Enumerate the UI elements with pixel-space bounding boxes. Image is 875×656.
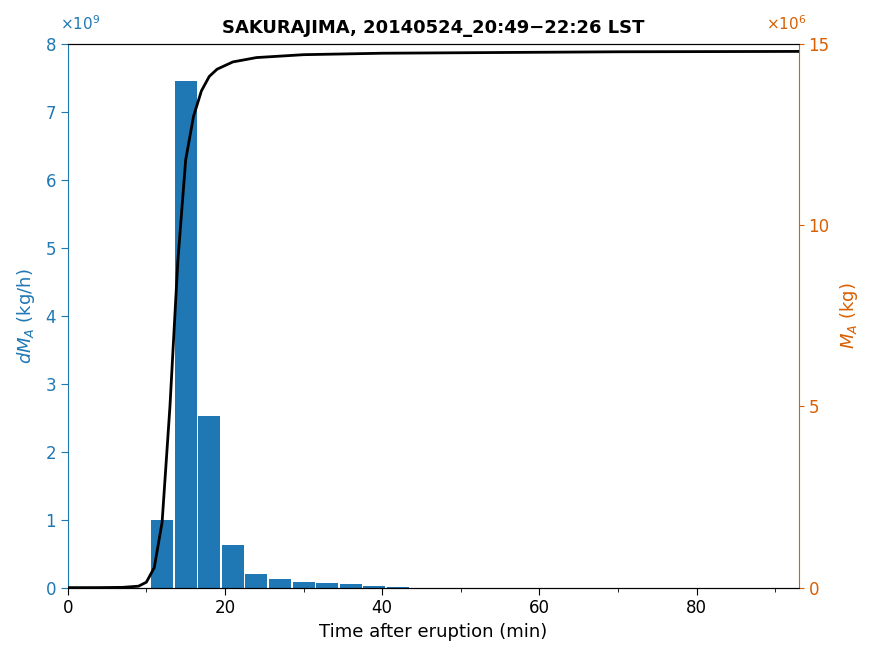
Bar [387,586,409,588]
Title: SAKURAJIMA, 20140524_20:49−22:26 LST: SAKURAJIMA, 20140524_20:49−22:26 LST [222,18,645,37]
Bar [175,81,197,588]
Bar [222,546,244,588]
X-axis label: Time after eruption (min): Time after eruption (min) [319,623,548,641]
Y-axis label: $dM_A$ (kg/h): $dM_A$ (kg/h) [15,268,37,363]
Bar [363,586,385,588]
Text: $\times10^6$: $\times10^6$ [766,14,806,33]
Bar [269,579,291,588]
Bar [292,581,315,588]
Bar [340,584,361,588]
Bar [316,583,338,588]
Bar [199,417,220,588]
Y-axis label: $M_A$ (kg): $M_A$ (kg) [838,282,860,349]
Bar [245,574,268,588]
Bar [151,520,173,588]
Text: $\times10^9$: $\times10^9$ [60,14,101,33]
